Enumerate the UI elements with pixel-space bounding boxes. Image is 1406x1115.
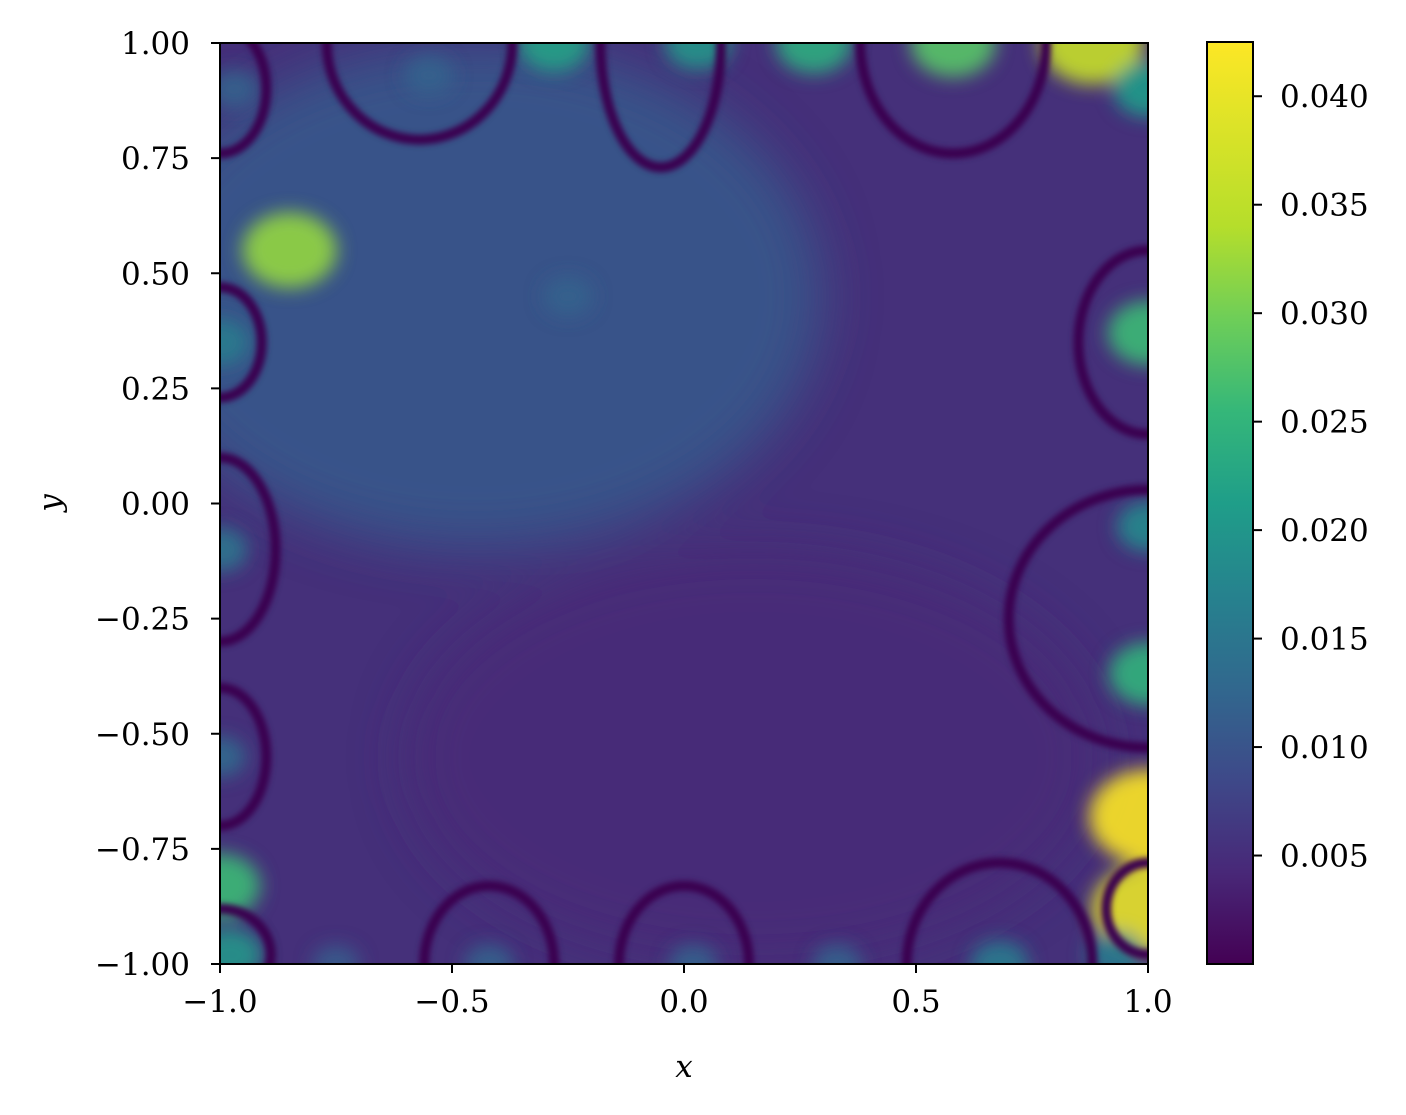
heatmap-hotspot bbox=[543, 276, 593, 317]
heatmap-hotspot bbox=[464, 944, 514, 964]
heatmap-hotspot bbox=[518, 43, 591, 72]
heatmap-hotspot bbox=[668, 944, 719, 964]
y-tick-label: 0.75 bbox=[121, 141, 190, 177]
heatmap-hotspot bbox=[812, 944, 862, 964]
x-axis: −1.0 −0.5 0.0 0.5 1.0 bbox=[182, 964, 1173, 1020]
heatmap-hotspot bbox=[220, 527, 249, 573]
heatmap-hotspot bbox=[220, 318, 250, 366]
y-tick-label: −1.00 bbox=[95, 947, 190, 983]
y-tick-label: 0.00 bbox=[121, 487, 190, 523]
x-axis-label: x bbox=[675, 1049, 693, 1085]
colorbar-tick-label: 0.010 bbox=[1280, 730, 1369, 766]
x-tick-label: −1.0 bbox=[182, 984, 257, 1020]
y-tick-label: −0.25 bbox=[95, 602, 190, 638]
heatmap-hotspot bbox=[242, 212, 337, 289]
x-tick-label: 0.5 bbox=[891, 984, 940, 1020]
heatmap-hotspot bbox=[1108, 642, 1148, 706]
heatmap-hotspot bbox=[1091, 863, 1148, 954]
colorbar: 0.005 0.010 0.015 0.020 0.025 0.030 0.035 0.040 bbox=[1206, 41, 1369, 965]
zero-contour bbox=[855, 43, 1051, 159]
zero-contour bbox=[220, 903, 277, 964]
colorbar-gradient bbox=[1206, 41, 1254, 965]
colorbar-tick-label: 0.030 bbox=[1280, 296, 1369, 332]
zero-contour bbox=[595, 43, 727, 173]
heatmap-hotspot bbox=[220, 853, 261, 919]
y-tick-label: −0.75 bbox=[95, 832, 190, 868]
zero-contour bbox=[321, 43, 518, 145]
zero-contour bbox=[901, 857, 1098, 964]
heatmap-hotspot bbox=[220, 736, 246, 778]
colorbar-tick-label: 0.025 bbox=[1280, 405, 1369, 441]
colorbar-tick-label: 0.020 bbox=[1280, 513, 1369, 549]
colorbar-tick-label: 0.040 bbox=[1280, 79, 1369, 115]
x-tick-label: 0.0 bbox=[659, 984, 708, 1020]
heatmap-hotspot bbox=[1088, 769, 1148, 864]
y-tick-label: 0.25 bbox=[121, 371, 190, 407]
heatmap-hotspot bbox=[775, 43, 853, 74]
heatmap-hotspot bbox=[1116, 501, 1148, 552]
y-tick-label: −0.50 bbox=[95, 717, 190, 753]
heatmap-plot-area bbox=[219, 42, 1149, 965]
heatmap-hotspot bbox=[220, 927, 264, 964]
y-axis: 1.00 0.75 0.50 0.25 0.00 −0.25 −0.50 −0.75 −1.00 bbox=[95, 26, 220, 983]
heatmap-region bbox=[405, 549, 1102, 964]
colorbar-tick-label: 0.035 bbox=[1280, 188, 1369, 224]
heatmap-hotspot bbox=[910, 43, 996, 78]
y-axis-label: y bbox=[32, 494, 68, 514]
x-tick-label: 1.0 bbox=[1123, 984, 1172, 1020]
heatmap-hotspot bbox=[312, 945, 360, 964]
heatmap-hotspot bbox=[1107, 300, 1148, 366]
heatmap-hotspot bbox=[664, 43, 732, 70]
heatmap-hotspot bbox=[1040, 43, 1145, 85]
heatmap-hotspot bbox=[970, 940, 1029, 964]
y-tick-label: 1.00 bbox=[121, 26, 190, 62]
colorbar-tick-label: 0.005 bbox=[1280, 839, 1369, 875]
zero-contour bbox=[1073, 245, 1148, 440]
heatmap-hotspot bbox=[220, 69, 259, 109]
y-tick-label: 0.50 bbox=[121, 256, 190, 292]
colorbar-tick-label: 0.015 bbox=[1280, 622, 1369, 658]
x-tick-label: −0.5 bbox=[414, 984, 489, 1020]
heatmap-hotspot bbox=[404, 55, 454, 96]
heatmap-hotspot bbox=[1113, 61, 1148, 117]
